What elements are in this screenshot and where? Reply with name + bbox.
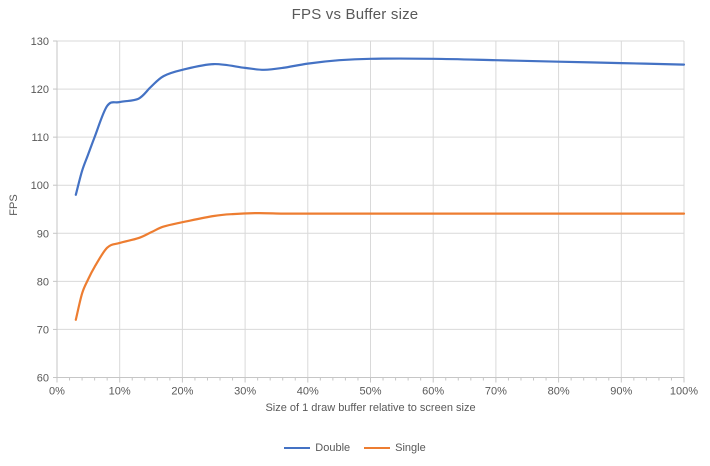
x-tick-label: 60% — [422, 386, 444, 398]
y-tick-label: 110 — [31, 132, 49, 144]
x-tick-label: 90% — [610, 386, 632, 398]
x-tick-label: 30% — [234, 386, 256, 398]
y-tick-label: 100 — [31, 180, 49, 192]
x-tick-label: 80% — [548, 386, 570, 398]
series-line-single — [74, 211, 686, 321]
x-axis-title: Size of 1 draw buffer relative to screen… — [265, 402, 476, 414]
y-tick-label: 70 — [37, 324, 49, 336]
x-tick-label: 0% — [49, 386, 65, 398]
x-tick-label: 100% — [670, 386, 698, 398]
x-tick-label: 20% — [171, 386, 193, 398]
y-tick-label: 80 — [37, 276, 49, 288]
y-tick-label: 90 — [37, 228, 49, 240]
legend-label-double: Double — [315, 442, 351, 454]
legend-item-double: Double — [284, 442, 350, 454]
legend: Double Single — [0, 440, 710, 456]
x-tick-label: 10% — [109, 386, 131, 398]
series-line-double — [74, 57, 686, 196]
x-tick-label: 50% — [359, 386, 381, 398]
legend-line-double-swatch — [284, 447, 311, 449]
x-tick-label: 70% — [485, 386, 507, 398]
legend-label-single: Single — [395, 442, 426, 454]
chart-title: FPS vs Buffer size — [291, 6, 419, 23]
x-tick-label: 40% — [297, 386, 319, 398]
y-tick-label: 60 — [37, 373, 49, 385]
y-tick-label: 120 — [31, 84, 49, 96]
y-tick-label: 130 — [31, 36, 49, 48]
legend-line-single-swatch — [364, 447, 391, 449]
legend-item-single: Single — [364, 442, 426, 454]
